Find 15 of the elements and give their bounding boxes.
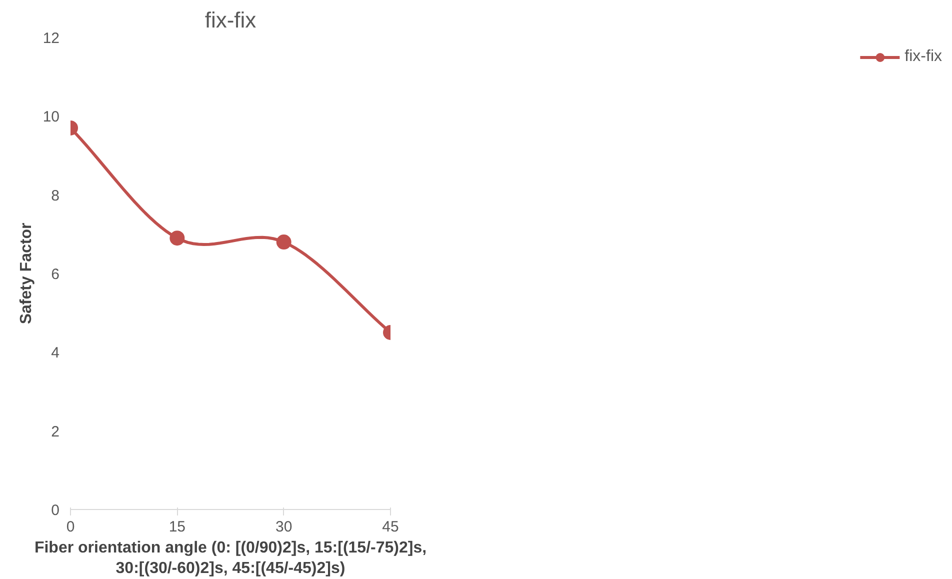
legend-label: fix-fix	[904, 48, 942, 66]
y-axis-title: Safety Factor	[18, 222, 35, 324]
y-tick-label: 2	[51, 423, 60, 440]
y-tick-label: 0	[51, 502, 60, 519]
x-axis-title: Fiber orientation angle (0: [(0/90)2]s, 15:[(15/-75)2]s, 30:[(30/-60)2]s, 45:[(45/-45)2]s)	[34, 540, 427, 577]
y-tick-label: 12	[42, 30, 60, 47]
y-tick-label: 6	[51, 266, 60, 283]
x-tick-label: 45	[382, 518, 399, 536]
chart-title: fix-fix	[204, 8, 256, 32]
y-tick-label: 10	[42, 108, 60, 126]
x-tick-label: 30	[275, 518, 292, 536]
y-tick-label: 8	[51, 187, 60, 204]
y-tick-label: 4	[51, 344, 60, 362]
x-tick-label: 15	[168, 518, 186, 536]
x-tick-label: 0	[66, 518, 75, 536]
